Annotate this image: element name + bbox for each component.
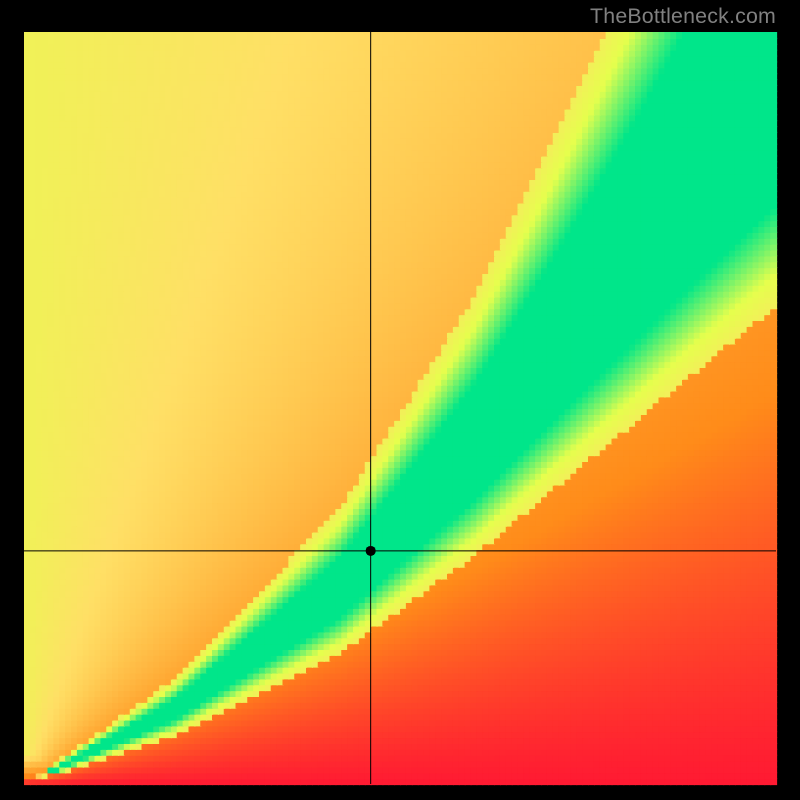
bottleneck-heatmap [0, 0, 800, 800]
watermark-text: TheBottleneck.com [590, 4, 776, 29]
